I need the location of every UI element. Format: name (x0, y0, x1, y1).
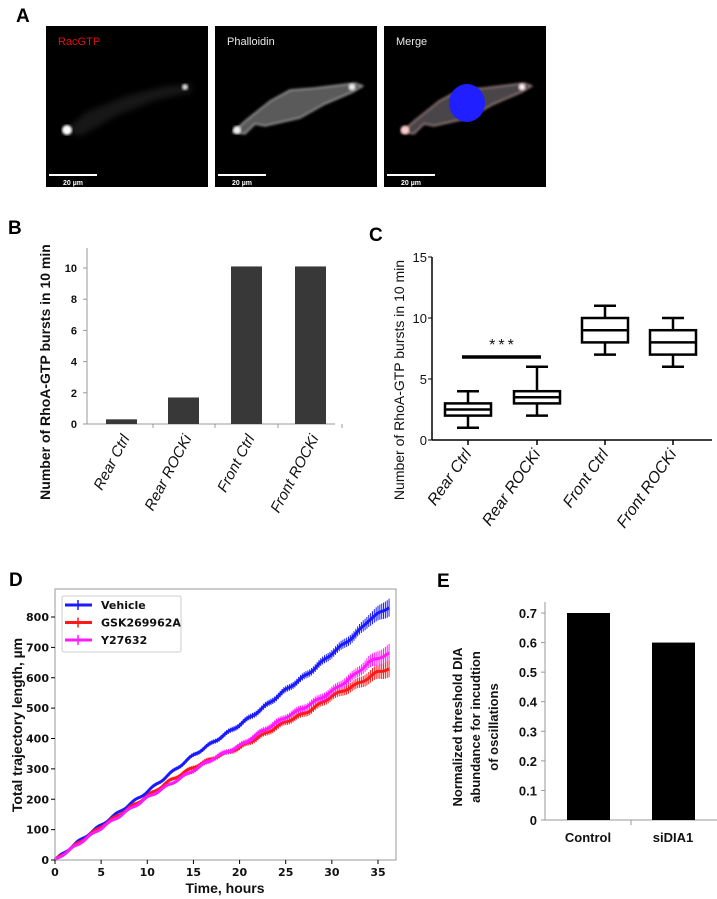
bar-rear-ctrl (106, 419, 137, 424)
category-label: Rear Ctrl (90, 431, 133, 493)
y-tick-label: 400 (26, 733, 49, 746)
bar-front-rocki (295, 266, 326, 424)
y-tick-label: 8 (71, 294, 77, 306)
y-tick-label: 0 (420, 433, 427, 448)
y-tick-label: 200 (26, 793, 49, 806)
y-tick-label: 5 (420, 372, 427, 387)
panel-label-a: A (16, 6, 30, 27)
y-tick-label: 0 (71, 419, 77, 431)
box-rear-rocki (512, 365, 562, 417)
series-line (54, 651, 390, 861)
series-line (54, 667, 390, 861)
category-label: Front Ctrl (214, 431, 259, 495)
box-rear-ctrl (443, 389, 493, 430)
y-tick-label: 2 (71, 388, 77, 400)
micrograph-phalloidin: Phalloidin 20 µm (215, 26, 377, 187)
category-label: Rear Ctrl (425, 446, 476, 509)
chart-b-ylabel: Number of RhoA-GTP bursts in 10 min (37, 244, 53, 500)
y-tick-label: 0.4 (519, 695, 538, 710)
bar-control (567, 613, 610, 820)
y-tick-label: 0.6 (519, 636, 537, 651)
box-front-rocki (648, 316, 698, 369)
micrograph-racgtp: RacGTP 20 µm (46, 26, 208, 187)
legend-item: Y27632 (65, 634, 147, 647)
y-tick-label: 600 (26, 672, 49, 685)
scale-bar-label: 20 µm (63, 180, 83, 187)
micrograph-label: RacGTP (58, 36, 100, 48)
y-tick-label: 0.3 (519, 724, 537, 739)
x-tick-label: 5 (97, 866, 105, 879)
y-tick-label: 0.7 (519, 606, 537, 621)
y-tick-label: 10 (413, 311, 427, 326)
x-tick-label: 15 (186, 866, 201, 879)
panel-label-d: D (9, 570, 23, 591)
x-tick-label: 30 (324, 866, 340, 879)
bar-sidia1 (652, 642, 695, 820)
y-tick-label: 0.1 (519, 783, 537, 798)
x-tick-label: 35 (370, 866, 385, 879)
category-label: Control (565, 830, 611, 845)
chart-c-ylabel: Number of RhoA-GTP bursts in 10 min (391, 260, 407, 500)
panel-label-b: B (8, 218, 22, 239)
micrograph-merge: Merge 20 µm (384, 26, 546, 187)
y-tick-label: 4 (71, 357, 78, 369)
x-tick-label: 10 (140, 866, 156, 879)
legend-item: GSK269962A (65, 617, 181, 630)
ylabel-line: of oscillations (486, 683, 501, 770)
x-tick-label: 0 (51, 866, 59, 879)
category-label: Front Ctrl (560, 446, 612, 511)
chart-e-ylabel: Normalized threshold DIA abundance for i… (450, 647, 501, 807)
category-label: Rear ROCKi (479, 446, 544, 529)
chart-b: 0 2 4 6 8 10 Rear Ctrl Rear ROCKi Front Ctrl Fron… (65, 248, 343, 516)
y-tick-label: 800 (26, 611, 49, 624)
chart-d-ylabel: Total trajectory length, µm (9, 638, 25, 812)
y-tick-label: 100 (26, 824, 49, 837)
y-tick-label: 15 (413, 250, 427, 265)
y-tick-label: 0.2 (519, 754, 537, 769)
bar-front-ctrl (231, 266, 262, 424)
scale-bar-label: 20 µm (232, 180, 252, 187)
scale-bar-label: 20 µm (401, 180, 421, 187)
y-tick-label: 6 (71, 325, 77, 337)
nucleus (449, 84, 485, 122)
series-y27632 (54, 644, 390, 861)
chart-d-xlabel: Time, hours (185, 880, 264, 896)
y-tick-label: 0.5 (519, 665, 537, 680)
category-label: Front ROCKi (267, 431, 323, 515)
micrograph-label: Merge (396, 36, 427, 48)
y-tick-label: 0 (530, 813, 537, 828)
x-tick-label: 20 (232, 866, 248, 879)
plot-frame (54, 588, 397, 861)
y-tick-label: 500 (26, 702, 49, 715)
micrograph-label: Phalloidin (227, 36, 275, 48)
legend-label: Vehicle (101, 599, 146, 612)
chart-e: 0 0.1 0.2 0.3 0.4 0.5 0.6 0.7 Control siDIA1 (519, 602, 717, 845)
y-tick-label: 10 (65, 263, 77, 275)
ylabel-line: Normalized threshold DIA (450, 647, 465, 807)
panel-label-c: C (369, 225, 383, 246)
y-tick-label: 0 (41, 854, 49, 867)
legend: Vehicle GSK269962A Y27632 (61, 595, 182, 653)
box-front-ctrl (580, 304, 630, 356)
y-tick-label: 700 (26, 641, 49, 654)
chart-d: 0 5 10 15 20 25 30 35 0 100 200 300 400 500 600 700 800 (26, 588, 397, 879)
category-label: Front ROCKi (614, 446, 681, 531)
category-label: siDIA1 (653, 830, 693, 845)
panel-label-e: E (437, 571, 450, 592)
legend-item: Vehicle (65, 599, 146, 612)
bar-rear-rocki (168, 397, 199, 424)
ylabel-line: abundance for incudtion (468, 651, 483, 803)
chart-c: 0 5 10 15 Rear Ctrl Rear ROCKi Front Ctrl Front… (413, 250, 712, 531)
legend-label: Y27632 (100, 634, 147, 647)
category-label: Rear ROCKi (141, 431, 195, 513)
y-tick-label: 300 (26, 763, 49, 776)
x-tick-label: 25 (278, 866, 293, 879)
legend-label: GSK269962A (101, 617, 181, 630)
significance-label: *** (489, 337, 517, 354)
